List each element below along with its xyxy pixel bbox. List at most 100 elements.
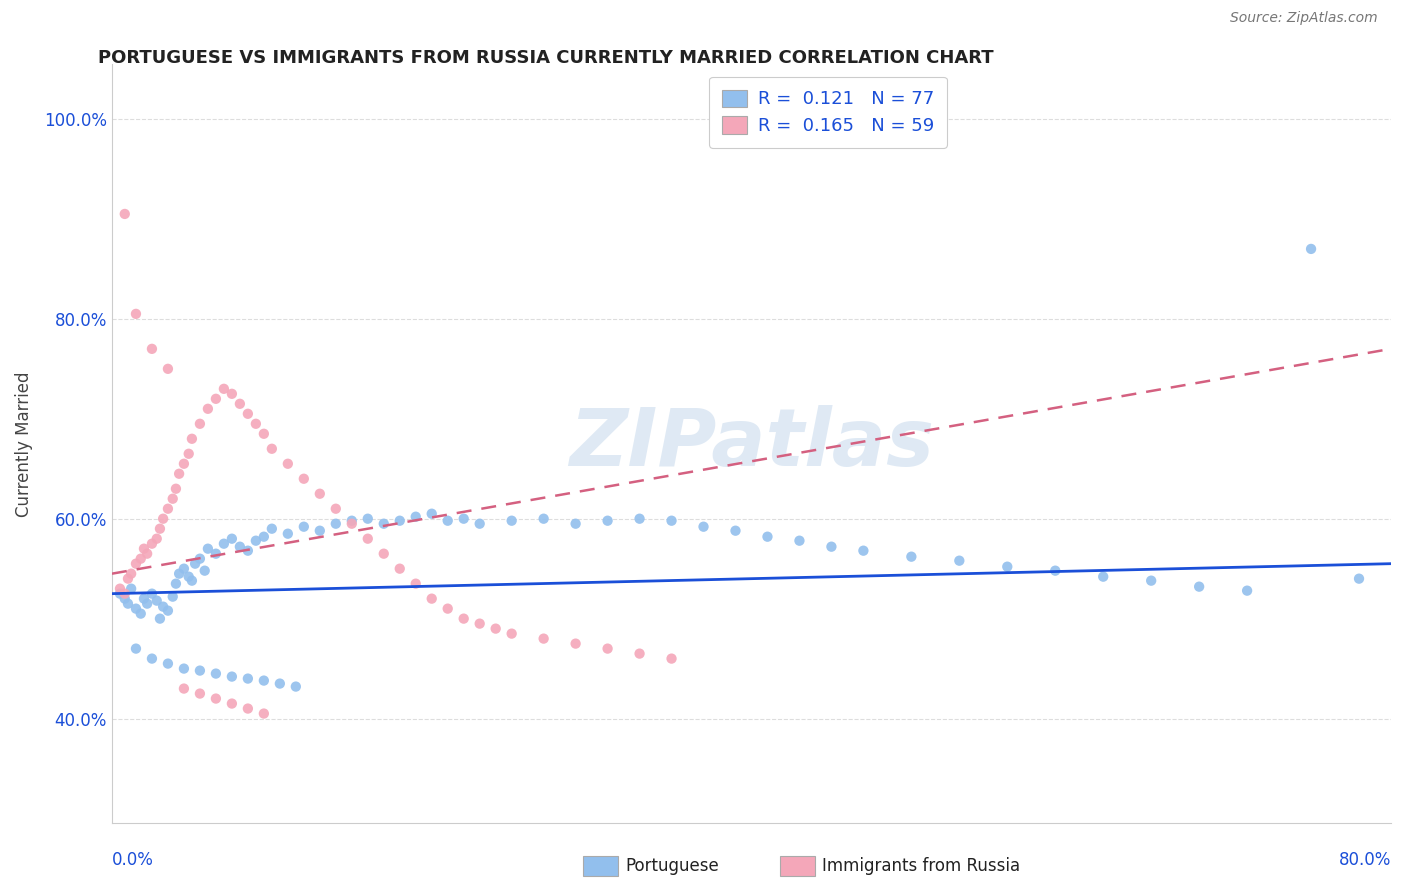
Point [1188, 580, 1211, 594]
Point [900, 549, 922, 564]
Point [453, 612, 475, 626]
Point [221, 386, 243, 401]
Point [253, 706, 276, 721]
Point [117, 572, 139, 586]
Point [136, 597, 159, 611]
Point [533, 632, 555, 646]
Point [420, 591, 443, 606]
Point [197, 401, 219, 416]
Point [253, 530, 276, 544]
Point [661, 514, 683, 528]
Point [145, 532, 167, 546]
Text: Source: ZipAtlas.com: Source: ZipAtlas.com [1230, 12, 1378, 25]
Point [120, 566, 142, 581]
Point [485, 622, 508, 636]
Point [236, 407, 259, 421]
Point [260, 442, 283, 456]
Point [468, 516, 491, 531]
Point [260, 522, 283, 536]
Point [197, 541, 219, 556]
Point [141, 342, 163, 356]
Point [180, 432, 202, 446]
Point [156, 604, 179, 618]
Point [108, 582, 131, 596]
Point [661, 651, 683, 665]
Point [205, 392, 228, 406]
Point [205, 691, 228, 706]
Point [212, 382, 235, 396]
Point [284, 680, 307, 694]
Text: PORTUGUESE VS IMMIGRANTS FROM RUSSIA CURRENTLY MARRIED CORRELATION CHART: PORTUGUESE VS IMMIGRANTS FROM RUSSIA CUR… [98, 49, 994, 67]
Point [277, 457, 299, 471]
Point [405, 576, 427, 591]
Point [405, 509, 427, 524]
Point [388, 514, 411, 528]
Point [188, 551, 211, 566]
Point [564, 637, 586, 651]
Point [165, 576, 187, 591]
Point [468, 616, 491, 631]
Text: Immigrants from Russia: Immigrants from Russia [821, 857, 1019, 875]
Point [308, 487, 330, 501]
Point [129, 551, 152, 566]
Point [692, 519, 714, 533]
Point [188, 687, 211, 701]
Point [277, 526, 299, 541]
Point [173, 662, 195, 676]
Point [789, 533, 811, 548]
Point [1299, 242, 1322, 256]
Point [120, 582, 142, 596]
Point [221, 532, 243, 546]
Point [136, 547, 159, 561]
Point [995, 559, 1018, 574]
Point [596, 514, 619, 528]
Y-axis label: Currently Married: Currently Married [15, 371, 32, 516]
Point [177, 447, 200, 461]
Point [292, 519, 315, 533]
Point [373, 547, 395, 561]
Point [162, 590, 184, 604]
Point [1140, 574, 1163, 588]
Point [173, 681, 195, 696]
Point [724, 524, 747, 538]
Point [453, 512, 475, 526]
Point [114, 587, 136, 601]
Point [948, 554, 970, 568]
Point [564, 516, 586, 531]
Text: 0.0%: 0.0% [112, 851, 153, 869]
Point [325, 501, 347, 516]
Point [340, 514, 363, 528]
Point [149, 612, 172, 626]
Point [253, 673, 276, 688]
Point [125, 557, 148, 571]
Point [173, 562, 195, 576]
Point [188, 417, 211, 431]
Point [229, 397, 252, 411]
Point [141, 587, 163, 601]
Point [388, 562, 411, 576]
Point [357, 532, 380, 546]
Point [1348, 572, 1371, 586]
Point [325, 516, 347, 531]
Point [156, 501, 179, 516]
Point [114, 207, 136, 221]
Point [533, 512, 555, 526]
Point [205, 666, 228, 681]
Point [173, 457, 195, 471]
Point [141, 537, 163, 551]
Point [820, 540, 842, 554]
Point [152, 512, 174, 526]
Point [184, 557, 207, 571]
Point [436, 601, 458, 615]
Point [1236, 583, 1258, 598]
Point [194, 564, 217, 578]
Point [177, 569, 200, 583]
Text: Portuguese: Portuguese [624, 857, 718, 875]
Point [253, 426, 276, 441]
Point [125, 307, 148, 321]
Point [108, 587, 131, 601]
Point [501, 514, 523, 528]
Point [292, 472, 315, 486]
Point [212, 537, 235, 551]
Point [141, 651, 163, 665]
